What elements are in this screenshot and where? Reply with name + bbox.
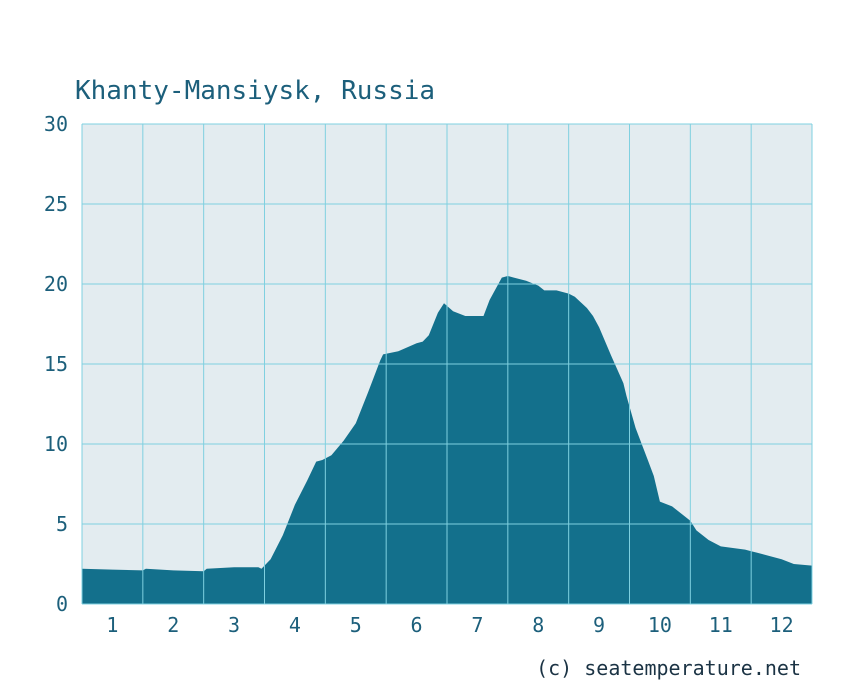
x-tick-label: 2 (167, 613, 179, 637)
x-tick-label: 10 (648, 613, 672, 637)
y-tick-label: 15 (44, 352, 68, 376)
x-tick-label: 8 (532, 613, 544, 637)
credit-text: (c) seatemperature.net (536, 656, 801, 680)
x-tick-label: 11 (709, 613, 733, 637)
y-axis: 0 5 10 15 20 25 30 (44, 112, 68, 616)
x-tick-label: 9 (593, 613, 605, 637)
x-tick-label: 6 (411, 613, 423, 637)
x-tick-label: 3 (228, 613, 240, 637)
y-tick-label: 10 (44, 432, 68, 456)
y-tick-label: 30 (44, 112, 68, 136)
grid (81, 123, 813, 605)
x-tick-label: 7 (471, 613, 483, 637)
x-tick-label: 4 (289, 613, 301, 637)
y-tick-label: 5 (56, 512, 68, 536)
y-tick-label: 25 (44, 192, 68, 216)
chart-title: Khanty-Mansiysk, Russia (75, 76, 435, 106)
x-tick-label: 12 (770, 613, 794, 637)
x-axis: 1 2 3 4 5 6 7 8 9 10 11 12 (106, 613, 793, 637)
x-tick-label: 5 (350, 613, 362, 637)
x-tick-label: 1 (106, 613, 118, 637)
y-tick-label: 20 (44, 272, 68, 296)
y-tick-label: 0 (56, 592, 68, 616)
